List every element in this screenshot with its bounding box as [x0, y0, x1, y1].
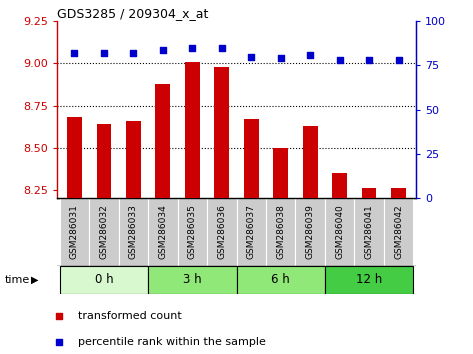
Point — [55, 313, 62, 319]
Point — [395, 57, 403, 63]
Point — [307, 52, 314, 58]
Point — [70, 50, 78, 56]
Text: GSM286037: GSM286037 — [247, 204, 256, 259]
Text: GDS3285 / 209304_x_at: GDS3285 / 209304_x_at — [57, 7, 208, 20]
Bar — [177, 198, 207, 266]
Text: GSM286040: GSM286040 — [335, 205, 344, 259]
Bar — [384, 198, 413, 266]
Bar — [156, 84, 170, 198]
Text: GSM286041: GSM286041 — [365, 205, 374, 259]
Point — [277, 56, 284, 61]
Text: 0 h: 0 h — [95, 273, 113, 286]
Point — [336, 57, 343, 63]
Bar — [236, 198, 266, 266]
Bar — [325, 266, 413, 294]
Point — [159, 47, 166, 52]
Text: percentile rank within the sample: percentile rank within the sample — [78, 337, 265, 347]
Bar — [244, 119, 259, 198]
Text: GSM286036: GSM286036 — [217, 204, 226, 259]
Bar — [391, 188, 406, 198]
Text: GSM286034: GSM286034 — [158, 205, 167, 259]
Text: GSM286031: GSM286031 — [70, 204, 79, 259]
Point — [218, 45, 226, 51]
Bar — [325, 198, 354, 266]
Point — [100, 50, 108, 56]
Point — [189, 45, 196, 51]
Bar — [60, 266, 148, 294]
Text: GSM286035: GSM286035 — [188, 204, 197, 259]
Bar — [296, 198, 325, 266]
Text: 12 h: 12 h — [356, 273, 382, 286]
Text: GSM286039: GSM286039 — [306, 204, 315, 259]
Point — [365, 57, 373, 63]
Bar — [60, 198, 89, 266]
Text: GSM286033: GSM286033 — [129, 204, 138, 259]
Bar — [185, 62, 200, 198]
Bar — [214, 67, 229, 198]
Bar — [266, 198, 296, 266]
Text: transformed count: transformed count — [78, 311, 181, 321]
Text: time: time — [5, 275, 30, 285]
Bar — [332, 173, 347, 198]
Bar — [67, 117, 82, 198]
Bar — [273, 148, 288, 198]
Text: 3 h: 3 h — [183, 273, 201, 286]
Bar — [236, 266, 325, 294]
Point — [247, 54, 255, 59]
Bar — [89, 198, 119, 266]
Bar — [148, 198, 177, 266]
Bar — [148, 266, 236, 294]
Text: ▶: ▶ — [31, 275, 38, 285]
Text: 6 h: 6 h — [272, 273, 290, 286]
Bar — [354, 198, 384, 266]
Point — [130, 50, 137, 56]
Text: GSM286042: GSM286042 — [394, 205, 403, 259]
Bar — [362, 188, 377, 198]
Point — [55, 339, 62, 345]
Bar — [119, 198, 148, 266]
Text: GSM286038: GSM286038 — [276, 204, 285, 259]
Bar — [207, 198, 236, 266]
Bar — [96, 124, 111, 198]
Bar — [303, 126, 317, 198]
Bar — [126, 121, 141, 198]
Text: GSM286032: GSM286032 — [99, 205, 108, 259]
